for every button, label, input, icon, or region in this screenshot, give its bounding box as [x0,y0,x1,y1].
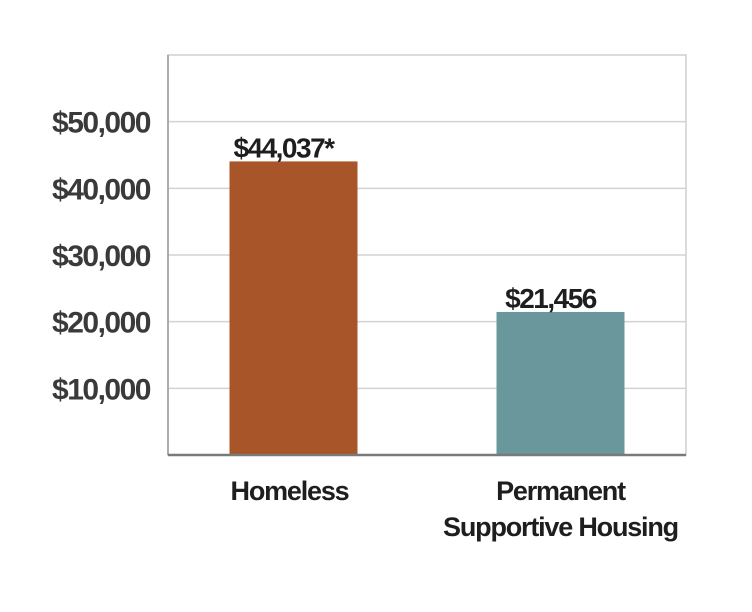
bar [496,311,625,455]
y-tick-label: $20,000 [52,307,151,340]
bars [229,161,625,456]
data-label: $21,456 [505,283,597,314]
y-tick-label: $10,000 [52,373,151,406]
category-label: Homeless [231,476,349,506]
y-tick-label: $30,000 [52,240,151,273]
data-label: $44,037* [233,132,335,163]
category-label: Permanent [496,476,626,506]
y-tick-label: $40,000 [52,173,151,206]
bar [229,161,358,456]
axes [167,55,686,457]
category-label: Supportive Housing [443,512,678,542]
y-tick-label: $50,000 [52,107,151,140]
labels: $10,000 $20,000 $30,000 $40,000 $50,000 $44,0… [52,107,679,542]
